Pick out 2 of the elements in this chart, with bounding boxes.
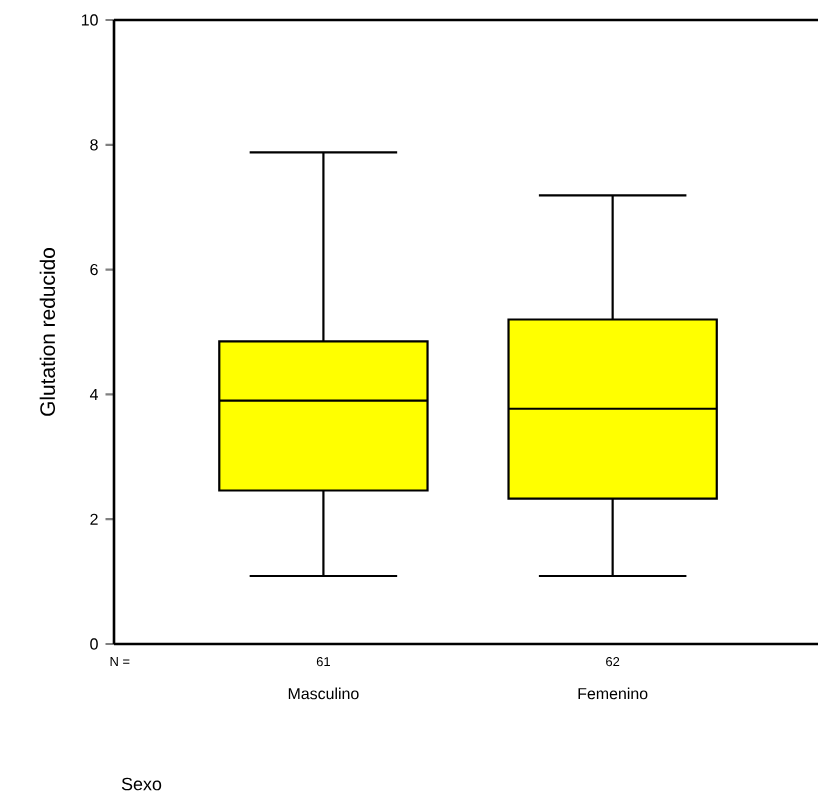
- text: Sexo: [121, 777, 162, 791]
- y-axis-title: Glutation reducido: [39, 248, 56, 416]
